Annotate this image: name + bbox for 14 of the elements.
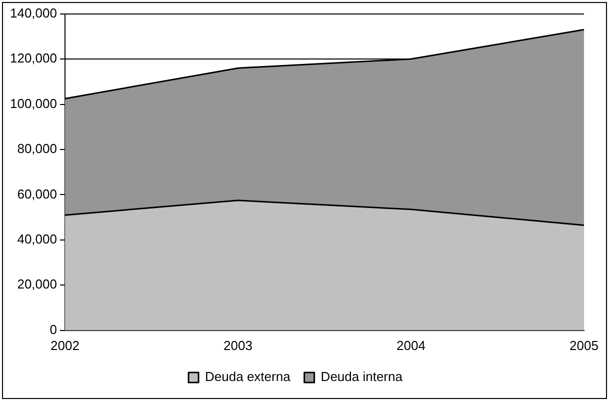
y-tick-label: 60,000 [17,186,57,202]
x-tick-label: 2005 [570,338,598,353]
y-tick-label: 20,000 [17,276,57,292]
x-tick-label: 2004 [396,338,426,353]
legend-label: Deuda interna [320,369,404,384]
y-tick-label: 80,000 [17,141,57,156]
y-tick-label: 140,000 [10,5,57,20]
y-tick-label: 0 [50,322,57,337]
x-tick-label: 2002 [50,338,80,353]
y-tick-label: 120,000 [10,50,57,66]
y-tick-label: 100,000 [10,96,57,111]
y-tick-label: 40,000 [17,232,57,247]
x-tick-label: 2003 [224,338,252,353]
legend-label: Deuda externa [205,369,292,384]
